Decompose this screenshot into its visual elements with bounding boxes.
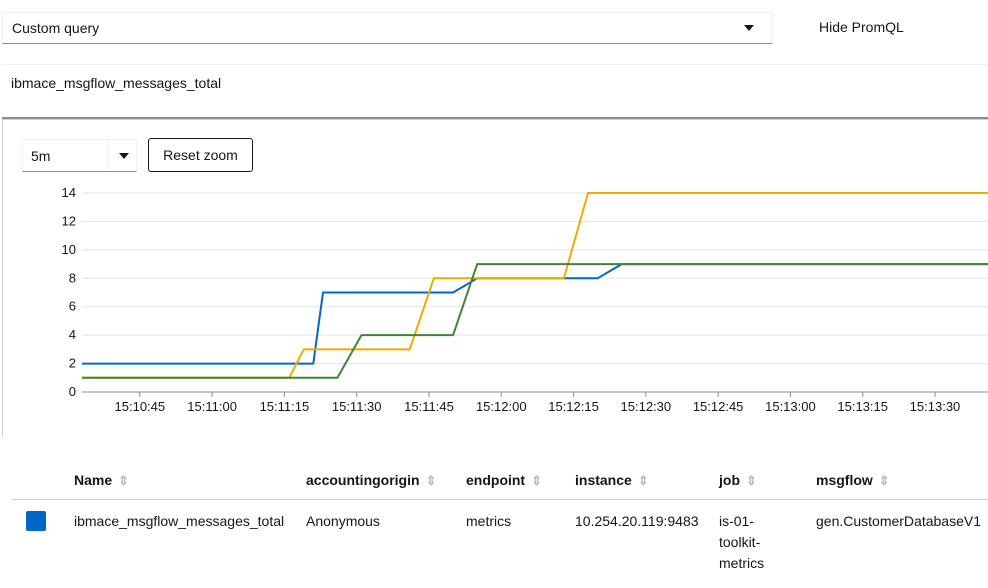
column-header-accountingorigin[interactable]: accountingorigin ⇕ [306, 460, 466, 500]
y-tick-label: 2 [69, 356, 76, 371]
y-tick-label: 4 [69, 327, 76, 342]
cell-job-line: is-01- [719, 513, 755, 529]
column-header-msgflow[interactable]: msgflow ⇕ [816, 460, 988, 500]
series-line-2 [82, 263, 988, 379]
x-tick-label: 15:13:00 [765, 399, 816, 414]
y-tick-label: 8 [69, 270, 76, 285]
sort-icon[interactable]: ⇕ [118, 473, 130, 488]
table-header-row: Name ⇕ accountingorigin ⇕ endpoint ⇕ instan… [12, 460, 988, 500]
query-type-select[interactable]: Custom query [2, 12, 773, 44]
x-tick-label: 15:12:30 [621, 399, 672, 414]
series-color-swatch[interactable] [26, 511, 46, 531]
cell-instance: 10.254.20.119:9483 [575, 513, 699, 529]
series-table: Name ⇕ accountingorigin ⇕ endpoint ⇕ instan… [12, 460, 988, 574]
y-tick-label: 14 [62, 185, 76, 200]
sort-icon[interactable]: ⇕ [425, 473, 437, 488]
x-tick-label: 15:12:45 [693, 399, 744, 414]
y-tick-label: 0 [69, 384, 76, 399]
query-type-value: Custom query [12, 20, 100, 36]
timespan-select[interactable]: 5m [22, 139, 137, 172]
column-header-job[interactable]: job ⇕ [719, 460, 816, 500]
caret-down-icon [744, 25, 754, 31]
y-tick-label: 12 [62, 213, 76, 228]
sort-icon[interactable]: ⇕ [531, 473, 543, 488]
sort-icon[interactable]: ⇕ [637, 473, 649, 488]
x-tick-label: 15:11:45 [404, 399, 454, 414]
column-header-endpoint[interactable]: endpoint ⇕ [466, 460, 575, 500]
x-tick-label: 15:13:30 [910, 399, 961, 414]
cell-job: is-01- toolkit- metrics [719, 500, 816, 575]
hide-promql-button[interactable]: Hide PromQL [819, 19, 904, 35]
cell-endpoint: metrics [466, 513, 512, 529]
x-tick-label: 15:10:45 [115, 399, 166, 414]
timespan-divider [108, 140, 109, 171]
x-tick-label: 15:13:15 [837, 399, 888, 414]
graph-panel [2, 119, 988, 437]
x-tick-label: 15:11:30 [332, 399, 382, 414]
cell-name: ibmace_msgflow_messages_total [74, 513, 285, 529]
x-tick-label: 15:12:00 [476, 399, 527, 414]
sort-icon[interactable]: ⇕ [746, 473, 757, 488]
column-header-name[interactable]: Name ⇕ [74, 460, 306, 500]
x-tick-label: 15:12:15 [548, 399, 599, 414]
cell-msgflow: gen.CustomerDatabaseV1 [816, 513, 981, 529]
timespan-value: 5m [31, 148, 51, 164]
column-header-instance[interactable]: instance ⇕ [575, 460, 719, 500]
cell-job-line: toolkit- [719, 534, 761, 550]
promql-input[interactable]: ibmace_msgflow_messages_total [2, 64, 988, 119]
cell-accountingorigin: Anonymous [306, 513, 380, 529]
series-line-1 [82, 192, 988, 379]
table-row: ibmace_msgflow_messages_total Anonymous … [12, 500, 988, 575]
reset-zoom-button[interactable]: Reset zoom [148, 138, 253, 172]
sort-icon[interactable]: ⇕ [878, 473, 890, 488]
x-tick-label: 15:11:00 [187, 399, 237, 414]
cell-job-line: metrics [719, 555, 765, 571]
series-line-0 [82, 263, 988, 365]
y-tick-label: 10 [62, 242, 76, 257]
query-chart[interactable]: 0 2 4 6 8 10 12 14 15:10:45 15:11:00 15:11:15 15:11… [0, 175, 988, 420]
y-tick-label: 6 [69, 299, 76, 314]
caret-down-icon[interactable] [119, 153, 129, 159]
x-tick-label: 15:11:15 [260, 399, 310, 414]
